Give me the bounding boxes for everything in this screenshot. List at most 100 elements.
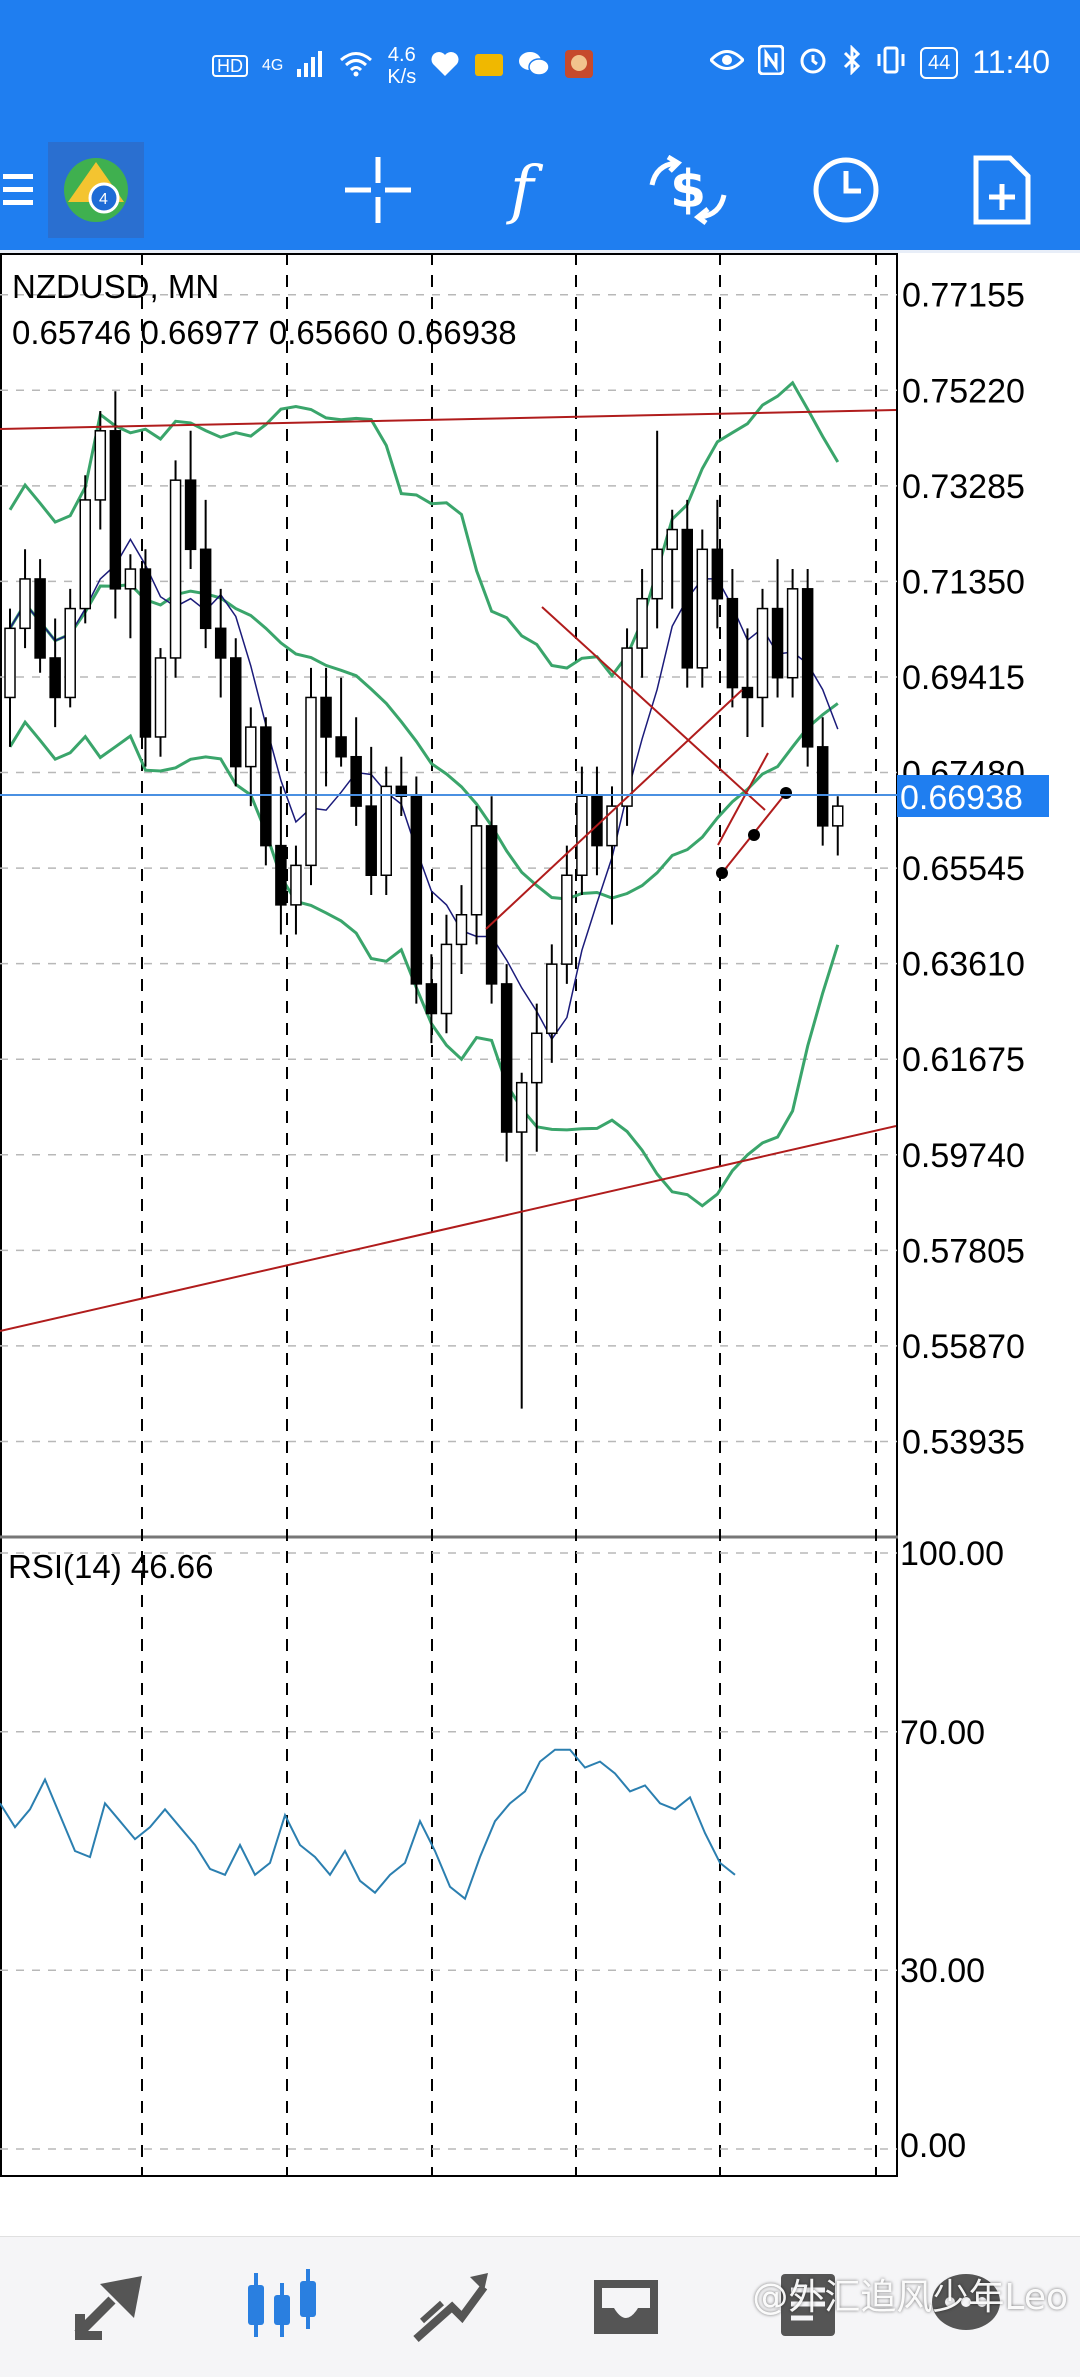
chat-bubble-icon	[928, 2270, 1004, 2345]
bear-candle	[139, 568, 152, 738]
timeframe-button[interactable]	[798, 130, 894, 250]
bull-candle	[756, 607, 769, 699]
price-tick-label: 0.59740	[902, 1137, 1025, 1175]
inbox-icon	[588, 2270, 664, 2345]
bull-candle	[4, 627, 16, 699]
bull-candle	[455, 914, 468, 946]
current-price-tag	[897, 775, 1049, 817]
new-order-button[interactable]	[954, 130, 1050, 250]
price-tick-label: 0.57805	[902, 1232, 1025, 1270]
bear-candle	[214, 627, 227, 659]
battery-indicator: 44	[920, 46, 959, 79]
nav-history[interactable]	[578, 2237, 674, 2377]
bull-candle	[621, 647, 633, 807]
bull-candle	[245, 726, 257, 768]
signal-bars-icon	[297, 50, 325, 82]
bear-candle	[726, 597, 739, 689]
rsi-tick-label: 70.00	[900, 1714, 985, 1752]
svg-text:4: 4	[99, 191, 108, 208]
nfc-icon	[757, 44, 785, 80]
bull-candle	[651, 548, 663, 600]
news-document-icon	[773, 2270, 843, 2345]
bear-candle	[485, 825, 498, 985]
rsi-line	[0, 1748, 736, 1901]
trade-icon: $	[646, 155, 730, 225]
bear-candle	[681, 528, 693, 669]
trendline-handle-1[interactable]	[716, 867, 728, 879]
lower-trendline	[0, 1125, 897, 1332]
bull-candle	[470, 825, 483, 916]
bear-candle	[410, 795, 423, 985]
bear-candle	[199, 548, 212, 630]
wechat-icon	[518, 50, 550, 83]
nav-quotes[interactable]	[62, 2237, 158, 2377]
app-logo: 4	[48, 130, 144, 250]
menu-button[interactable]	[0, 130, 40, 250]
new-order-icon	[972, 154, 1032, 226]
price-tick-label: 0.55870	[902, 1328, 1025, 1366]
price-tick-label: 0.75220	[902, 372, 1025, 410]
bear-candle	[230, 657, 242, 768]
symbol-timeframe-label: NZDUSD, MN	[12, 268, 219, 305]
svg-text:f: f	[506, 155, 544, 225]
metatrader-logo-icon: 4	[48, 142, 144, 238]
bear-candle	[711, 548, 724, 600]
trendlines	[0, 409, 897, 1332]
clock-icon	[811, 155, 881, 225]
speed-value: 4.6	[387, 44, 416, 66]
bear-candle	[425, 983, 438, 1015]
bear-candle	[320, 696, 332, 738]
crosshair-button[interactable]	[330, 130, 426, 250]
price-axis: 0.771550.752200.732850.713500.694150.674…	[902, 277, 1025, 1462]
upper-trendline	[0, 409, 897, 430]
vibrate-icon	[876, 45, 906, 80]
nav-messages[interactable]	[918, 2237, 1014, 2377]
bull-candle	[786, 588, 799, 679]
bear-candle	[49, 657, 61, 699]
quotes-arrows-icon	[72, 2270, 148, 2345]
bull-candle	[696, 548, 709, 669]
bollinger-upper	[8, 380, 840, 679]
price-tick-label: 0.73285	[902, 468, 1025, 506]
bull-candle	[606, 805, 618, 847]
nav-news[interactable]	[760, 2237, 856, 2377]
trade-button[interactable]: $	[640, 130, 736, 250]
trendline-handle-3[interactable]	[780, 787, 792, 799]
trade-trend-icon	[412, 2267, 492, 2348]
watermark: @外汇追风少年Leo	[752, 2277, 1068, 2318]
game-notification-icon	[564, 49, 594, 84]
rsi-label: RSI(14) 46.66	[8, 1548, 213, 1585]
nav-chart[interactable]	[234, 2237, 330, 2377]
signal-strength-label: 4G	[262, 57, 284, 74]
bear-candle	[350, 755, 362, 807]
bear-candle	[801, 588, 814, 748]
bear-candle	[741, 686, 754, 699]
price-tick-label: 0.61675	[902, 1041, 1025, 1079]
channel-line-2	[485, 689, 743, 930]
eye-comfort-icon	[708, 49, 746, 76]
bull-candle	[290, 864, 302, 906]
price-chart[interactable]: NZDUSD, MN 0.65746 0.66977 0.65660 0.669…	[0, 253, 1080, 2180]
status-bar: HD 4G 4.6 K/s	[0, 0, 1080, 130]
bull-candle	[561, 874, 573, 965]
price-tick-label: 0.63610	[902, 946, 1025, 984]
bull-candle	[64, 607, 76, 699]
crosshair-icon	[343, 155, 413, 225]
indicators-icon: f	[502, 155, 562, 225]
bull-candle	[546, 963, 558, 1035]
indicators-button[interactable]: f	[484, 130, 580, 250]
bluetooth-icon	[842, 44, 862, 80]
bear-candle	[395, 785, 408, 797]
trendline-handle-2[interactable]	[748, 829, 760, 841]
channel-line-3	[717, 752, 769, 846]
rsi-tick-label: 100.00	[900, 1535, 1004, 1573]
app-notification-icon	[474, 50, 504, 83]
hd-network-badge: HD	[212, 55, 248, 77]
bull-candle	[636, 597, 648, 649]
chart-grid	[0, 253, 897, 2176]
bull-candle	[305, 696, 317, 867]
price-tick-label: 0.65545	[902, 850, 1025, 888]
bear-candle	[365, 805, 377, 876]
bear-candle	[109, 430, 122, 590]
nav-trade[interactable]	[404, 2237, 500, 2377]
